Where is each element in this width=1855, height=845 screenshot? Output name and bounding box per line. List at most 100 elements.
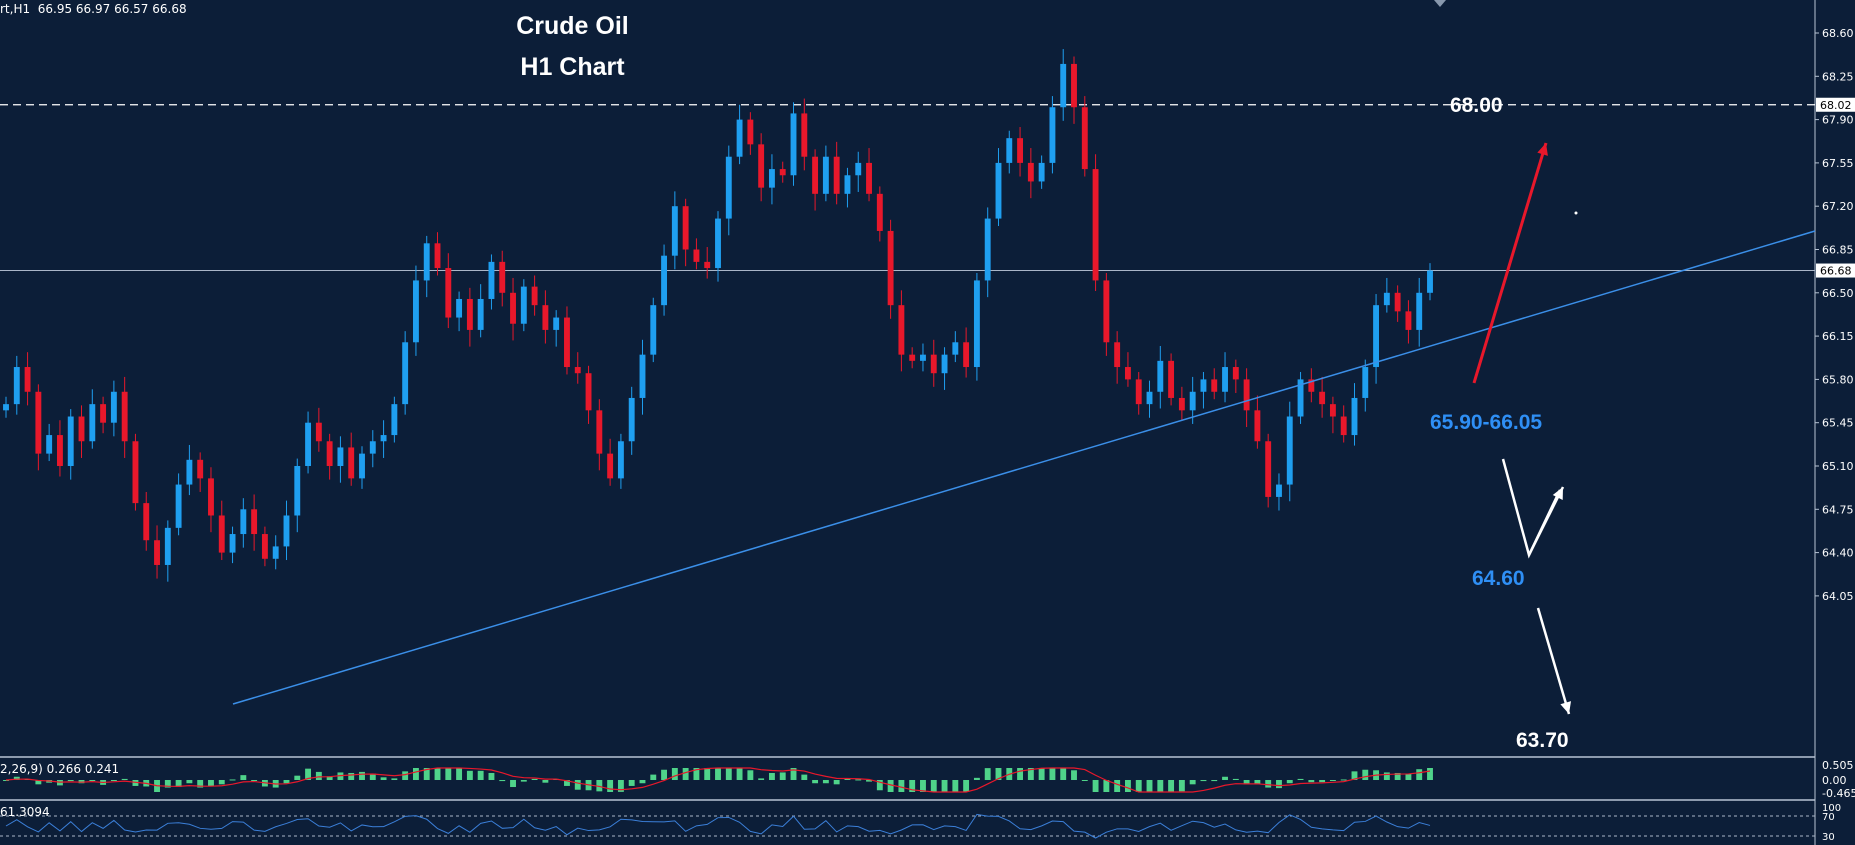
bearish-arrow-icon-shaft bbox=[1536, 607, 1571, 715]
y-tick-label: 66.50 bbox=[1822, 287, 1854, 300]
macd-bar bbox=[941, 780, 948, 792]
pullback-path bbox=[1501, 458, 1562, 559]
macd-bar bbox=[822, 780, 829, 784]
macd-bar bbox=[359, 771, 365, 780]
candle-body bbox=[1265, 441, 1272, 497]
candle-body bbox=[369, 441, 376, 454]
candle-body bbox=[208, 478, 214, 516]
macd-bar bbox=[1319, 780, 1326, 783]
candle-body bbox=[1254, 410, 1261, 442]
macd-bar bbox=[531, 778, 538, 780]
macd-bar bbox=[1276, 780, 1282, 789]
macd-bar bbox=[1017, 768, 1024, 780]
macd-bar bbox=[240, 775, 247, 780]
macd-bar bbox=[1146, 780, 1153, 792]
candle-body bbox=[1200, 379, 1207, 392]
candle-body bbox=[1006, 138, 1013, 163]
macd-bar bbox=[56, 780, 63, 786]
candle-body bbox=[78, 416, 85, 442]
candle-body bbox=[1297, 379, 1304, 417]
macd-bar bbox=[402, 771, 409, 780]
candle-body bbox=[1286, 416, 1293, 485]
macd-bar bbox=[542, 780, 549, 783]
macd-bar bbox=[229, 779, 236, 781]
macd-bar bbox=[283, 780, 290, 784]
macd-bar bbox=[412, 768, 419, 780]
macd-bar bbox=[13, 776, 20, 780]
candle-body bbox=[909, 354, 916, 361]
macd-bar bbox=[1405, 773, 1412, 780]
candle-body bbox=[693, 249, 700, 262]
candle-body bbox=[305, 422, 312, 466]
macd-bar bbox=[35, 780, 42, 785]
macd-bar bbox=[639, 780, 646, 784]
candle-body bbox=[736, 119, 743, 157]
candle-body bbox=[1017, 138, 1024, 163]
candle-body bbox=[1081, 107, 1088, 170]
level-label-6370: 63.70 bbox=[1516, 729, 1569, 752]
candle-body bbox=[704, 261, 711, 269]
candle-body bbox=[553, 317, 560, 330]
candle-body bbox=[402, 342, 409, 405]
macd-bar bbox=[326, 776, 333, 780]
candle-body bbox=[1243, 379, 1250, 411]
candle-body bbox=[1308, 379, 1315, 392]
y-tick-label: 68.25 bbox=[1822, 70, 1854, 83]
macd-bar bbox=[909, 780, 916, 792]
macd-bar bbox=[628, 780, 635, 786]
candle-body bbox=[1232, 367, 1239, 380]
candle-body bbox=[812, 156, 819, 194]
candle-body bbox=[434, 243, 441, 269]
macd-bar bbox=[3, 780, 9, 781]
candle-body bbox=[1178, 397, 1185, 411]
macd-bar bbox=[1114, 780, 1121, 792]
macd-bar bbox=[617, 780, 624, 792]
candle-body bbox=[488, 261, 495, 299]
candle-body bbox=[164, 527, 171, 565]
current-price-tag bbox=[1816, 263, 1855, 278]
candle-body bbox=[715, 218, 721, 269]
macd-bar bbox=[218, 780, 225, 785]
candle-body bbox=[1427, 270, 1433, 293]
candle-body bbox=[1222, 367, 1228, 392]
zone-label: 65.90-66.05 bbox=[1430, 411, 1543, 434]
candle-body bbox=[682, 206, 689, 250]
macd-bar bbox=[1362, 769, 1369, 780]
macd-bar bbox=[596, 780, 603, 792]
candle-body bbox=[1416, 292, 1423, 330]
candle-body bbox=[920, 354, 926, 361]
macd-bar bbox=[423, 768, 430, 780]
candle-body bbox=[337, 447, 344, 466]
macd-bar bbox=[779, 772, 786, 780]
macd-bar bbox=[725, 768, 732, 780]
candle-body bbox=[240, 509, 247, 535]
candles bbox=[3, 49, 1433, 582]
macd-bar bbox=[121, 778, 128, 780]
candle-body bbox=[359, 453, 365, 479]
candle-body bbox=[1383, 292, 1390, 306]
macd-bar bbox=[348, 772, 355, 780]
macd-bar bbox=[855, 779, 862, 781]
y-tick-label: 67.20 bbox=[1822, 200, 1854, 213]
candle-body bbox=[251, 509, 258, 535]
candle-body bbox=[326, 441, 333, 466]
candle-body bbox=[3, 404, 9, 411]
macd-bar bbox=[369, 773, 376, 780]
macd-bar bbox=[208, 780, 214, 787]
candle-body bbox=[984, 218, 991, 281]
macd-bar bbox=[251, 780, 258, 781]
candle-body bbox=[294, 466, 301, 516]
macd-axis-label: -0.465 bbox=[1822, 787, 1855, 800]
candle-body bbox=[46, 435, 53, 454]
candle-body bbox=[283, 515, 290, 547]
macd-bar bbox=[1092, 780, 1099, 792]
macd-bar bbox=[1157, 780, 1164, 792]
candle-body bbox=[855, 162, 862, 176]
macd-bar bbox=[1135, 780, 1142, 792]
candle-body bbox=[520, 286, 527, 324]
candle-body bbox=[758, 144, 765, 188]
macd-bar bbox=[1297, 778, 1304, 780]
rsi-line bbox=[5, 813, 1431, 839]
candle-body bbox=[261, 534, 268, 559]
